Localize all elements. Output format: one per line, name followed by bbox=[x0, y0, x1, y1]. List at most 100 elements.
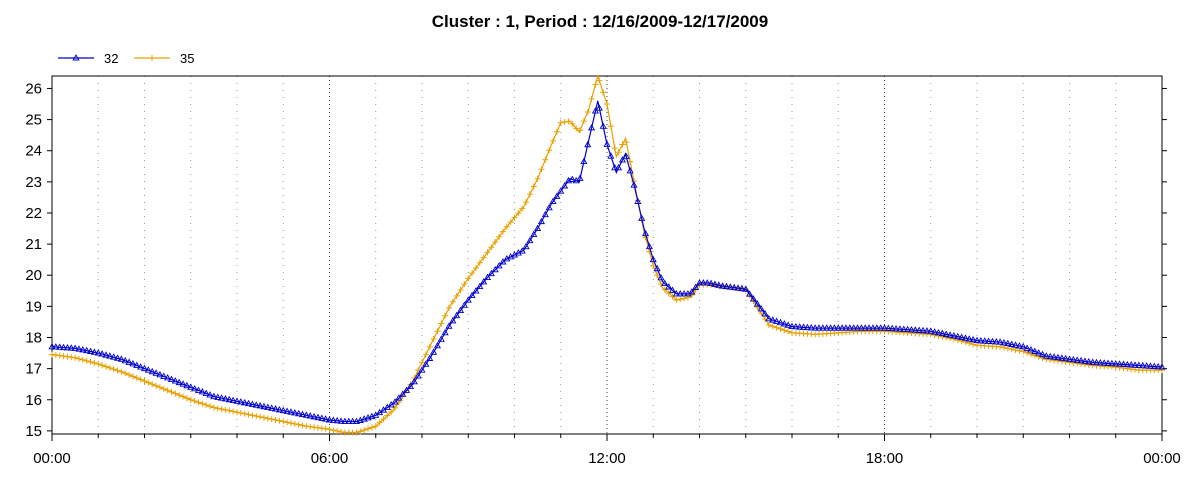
series-35-point bbox=[453, 292, 460, 299]
series-32-point bbox=[237, 398, 245, 405]
series-32-point bbox=[923, 327, 931, 334]
series-32-point bbox=[271, 405, 280, 412]
series-32-point bbox=[1038, 350, 1047, 358]
series-32-point bbox=[437, 335, 445, 342]
series-35-point bbox=[773, 324, 780, 331]
series-32-point bbox=[67, 344, 75, 351]
series-35-point bbox=[461, 281, 468, 288]
series-32-point bbox=[63, 343, 71, 351]
series-32-point bbox=[483, 273, 492, 281]
series-35-line bbox=[51, 73, 1162, 433]
series-32-point bbox=[1135, 361, 1143, 368]
series-32-point bbox=[480, 278, 488, 285]
series-32-point bbox=[1096, 358, 1104, 366]
series-32-point bbox=[873, 324, 881, 331]
series-35-point bbox=[388, 408, 395, 415]
series-35-point bbox=[168, 388, 175, 395]
series-32-point bbox=[349, 417, 357, 424]
series-32-point bbox=[557, 187, 565, 194]
series-35-point bbox=[187, 396, 194, 403]
series-32-point bbox=[803, 323, 811, 331]
series-32-point bbox=[753, 300, 761, 307]
series-35-point bbox=[954, 337, 961, 344]
series-32-point bbox=[799, 323, 808, 330]
series-35-point bbox=[83, 357, 90, 364]
series-32-point bbox=[1085, 357, 1093, 365]
series-35-point bbox=[1047, 356, 1054, 363]
series-35-point bbox=[176, 392, 183, 399]
series-32-point bbox=[418, 366, 426, 373]
series-32-point bbox=[156, 370, 164, 378]
series-35-point bbox=[419, 359, 425, 366]
series-35-point bbox=[550, 137, 557, 144]
series-32-point bbox=[549, 197, 557, 205]
series-32-point bbox=[1062, 354, 1070, 362]
series-32-point bbox=[1150, 362, 1158, 370]
series-35-point bbox=[153, 382, 160, 389]
series-32-point bbox=[826, 324, 835, 331]
series-32-point bbox=[896, 325, 904, 332]
series-32-point bbox=[676, 289, 684, 297]
x-tick-label: 06:00 bbox=[311, 450, 349, 467]
series-35-point bbox=[79, 356, 86, 363]
series-35-point bbox=[592, 81, 599, 88]
series-35-point bbox=[68, 354, 75, 361]
series-32-point bbox=[595, 104, 603, 111]
series-35-point bbox=[769, 323, 776, 330]
series-32-point bbox=[175, 378, 183, 386]
series-32-point bbox=[992, 337, 1000, 345]
series-32-point bbox=[742, 285, 750, 292]
series-32-point bbox=[688, 288, 696, 295]
series-32-point bbox=[815, 324, 823, 331]
series-35-point bbox=[276, 417, 283, 424]
series-35-point bbox=[561, 119, 568, 126]
series-35-point bbox=[226, 407, 233, 414]
series-32-point bbox=[221, 395, 230, 402]
series-32-point bbox=[900, 325, 908, 332]
series-35-point bbox=[492, 239, 499, 246]
series-32-point bbox=[441, 328, 449, 336]
series-35-point bbox=[438, 320, 445, 327]
series-35-point bbox=[507, 219, 514, 226]
series-32-point bbox=[279, 406, 287, 414]
series-32-point bbox=[206, 391, 214, 398]
series-32-point bbox=[661, 279, 669, 286]
series-35-point bbox=[1070, 359, 1077, 366]
series-32-point bbox=[83, 346, 91, 354]
series-32-point bbox=[264, 403, 272, 410]
series-32-point bbox=[1000, 339, 1008, 346]
series-35-point bbox=[299, 422, 306, 429]
series-32-point bbox=[295, 409, 303, 417]
series-32-point bbox=[969, 335, 977, 343]
series-32-point bbox=[225, 395, 233, 403]
series-32-point bbox=[996, 338, 1004, 345]
series-32-point bbox=[958, 333, 966, 340]
series-32-point bbox=[904, 325, 912, 333]
series-32-point bbox=[796, 323, 804, 330]
series-35-point bbox=[503, 223, 510, 230]
legend-marker-32 bbox=[72, 54, 80, 61]
series-32-point bbox=[56, 343, 64, 350]
series-32-point bbox=[260, 402, 268, 410]
series-32-point bbox=[1011, 341, 1020, 348]
series-32-point bbox=[692, 283, 700, 291]
chart-title: Cluster : 1, Period : 12/16/2009-12/17/2… bbox=[431, 12, 769, 31]
series-32-point bbox=[553, 192, 561, 199]
series-32-point bbox=[846, 324, 854, 331]
series-32-point bbox=[1127, 361, 1135, 368]
series-35-point bbox=[1020, 348, 1027, 355]
series-35-point bbox=[372, 423, 379, 430]
series-35-point bbox=[997, 343, 1004, 350]
series-32-point bbox=[645, 242, 653, 250]
series-32-point bbox=[630, 181, 638, 188]
series-32-point bbox=[865, 324, 873, 331]
series-32-point bbox=[738, 284, 746, 292]
series-32-point bbox=[1116, 360, 1124, 367]
series-35-point bbox=[1043, 356, 1050, 363]
series-35-point bbox=[526, 191, 533, 198]
series-32-point bbox=[183, 381, 191, 389]
series-35-point bbox=[480, 254, 487, 261]
series-35-point bbox=[669, 293, 676, 300]
series-35-point bbox=[145, 379, 152, 386]
